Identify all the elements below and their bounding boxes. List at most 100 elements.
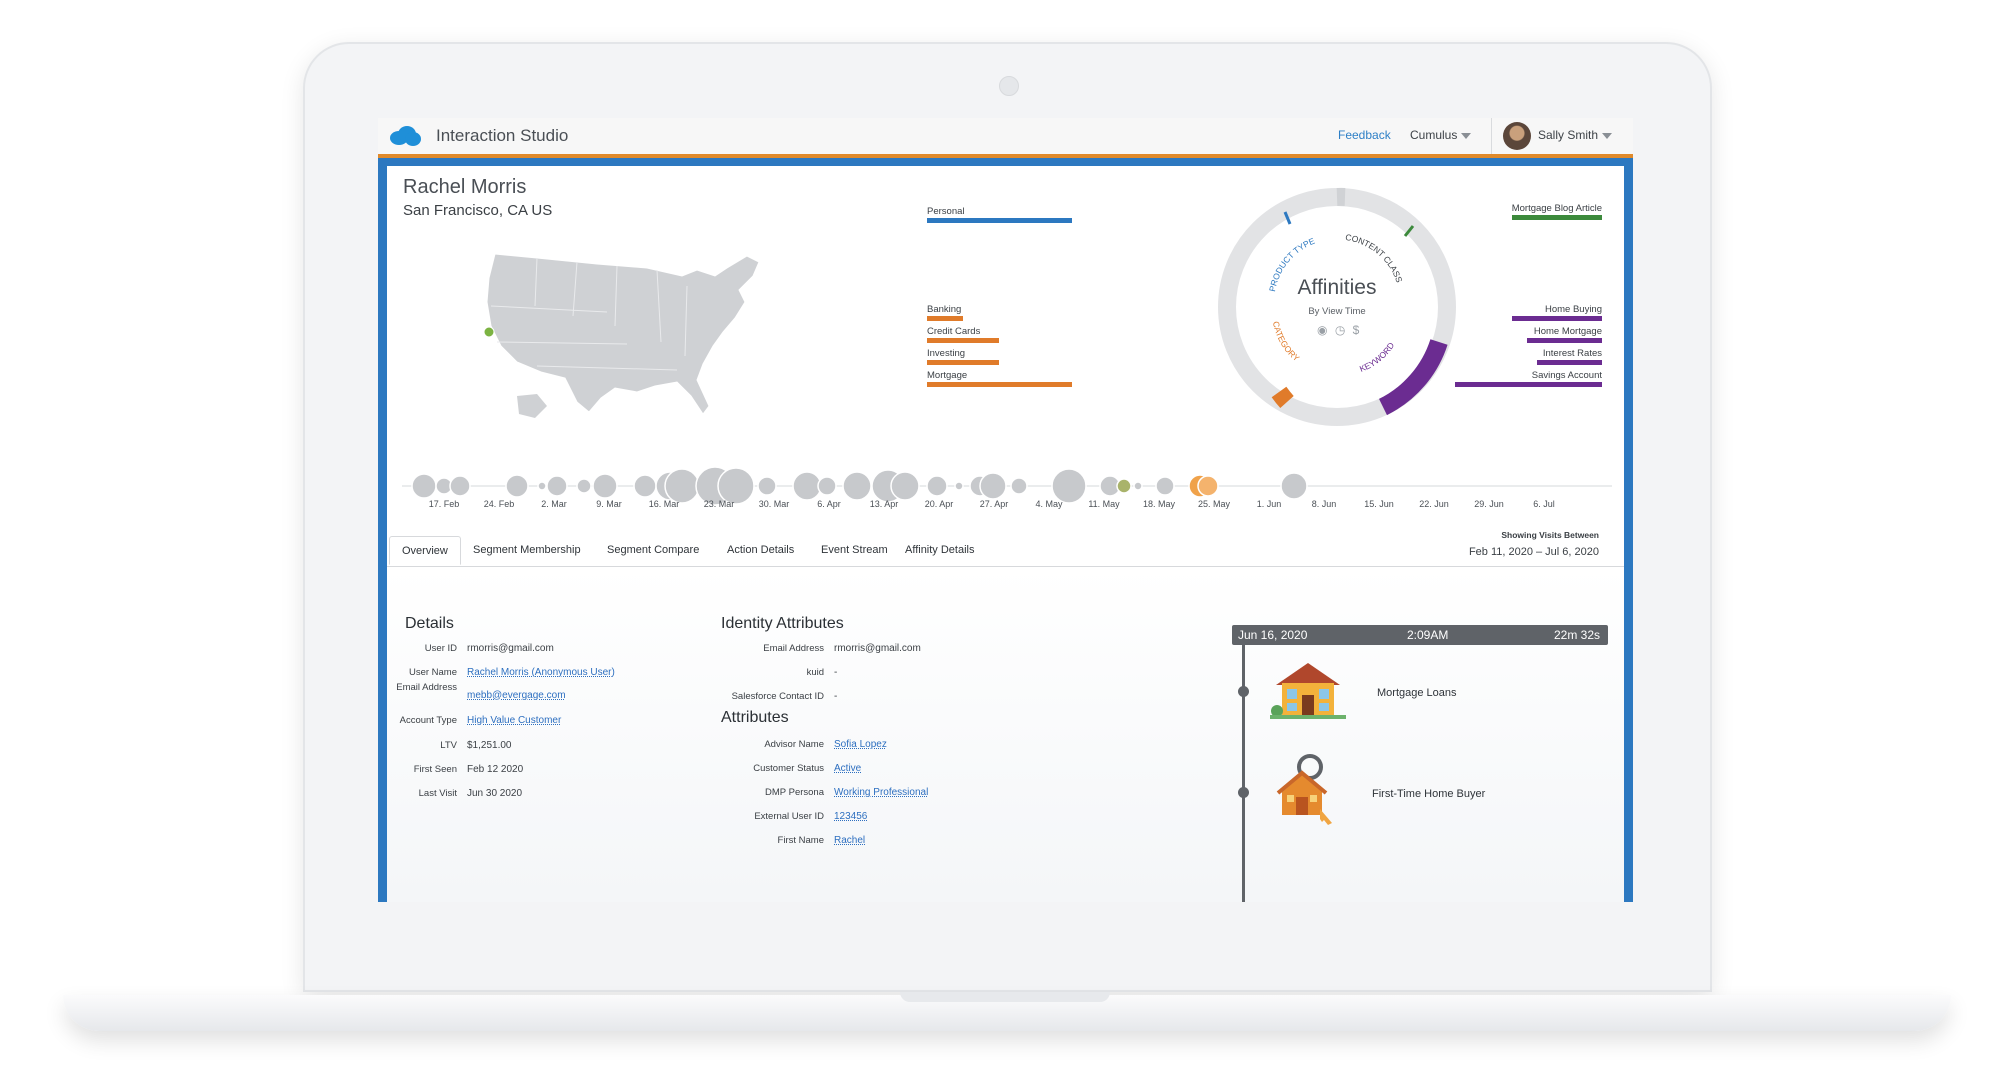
attribute-key: External User ID bbox=[754, 811, 824, 822]
date-range-label: Showing Visits Between bbox=[1501, 530, 1599, 540]
visit-bubble[interactable] bbox=[890, 471, 920, 501]
session-header[interactable]: Jun 16, 2020 2:09AM 22m 32s bbox=[1232, 625, 1608, 645]
affinity-label-home-mortgage: Home Mortgage bbox=[1533, 326, 1602, 337]
avatar[interactable] bbox=[1503, 122, 1531, 150]
attribute-link[interactable]: 123456 bbox=[834, 811, 868, 822]
visit-bubble[interactable] bbox=[926, 475, 948, 497]
visit-bubble[interactable] bbox=[1051, 468, 1087, 504]
us-map bbox=[483, 253, 760, 418]
identity-value: - bbox=[834, 691, 838, 702]
visit-bubble-selected[interactable] bbox=[1197, 475, 1219, 497]
org-label: Cumulus bbox=[1410, 128, 1458, 142]
chevron-down-icon bbox=[1602, 132, 1613, 139]
identity-attributes-title: Identity Attributes bbox=[721, 615, 844, 632]
date-range-value[interactable]: Feb 11, 2020 – Jul 6, 2020 bbox=[1468, 546, 1599, 558]
visit-bubble[interactable] bbox=[664, 468, 700, 504]
visit-bubble[interactable] bbox=[979, 472, 1007, 500]
detail-value: Feb 12 2020 bbox=[467, 764, 524, 775]
timeline-tick-label: 4. May bbox=[1035, 499, 1063, 509]
visit-bubble[interactable] bbox=[817, 476, 837, 496]
laptop-base-notch bbox=[900, 992, 1110, 1002]
session-event-dot bbox=[1238, 686, 1249, 697]
cloud-logo-icon bbox=[390, 126, 421, 146]
visit-bubble[interactable] bbox=[842, 471, 872, 501]
detail-link[interactable]: High Value Customer bbox=[467, 715, 562, 726]
affinity-bar-home-mortgage bbox=[1527, 338, 1602, 343]
org-dropdown[interactable]: Cumulus bbox=[1410, 128, 1472, 142]
affinity-label-mortgage: Mortgage bbox=[927, 370, 968, 381]
profile-location: San Francisco, CA US bbox=[403, 202, 553, 219]
tab-event-stream[interactable]: Event Stream bbox=[821, 544, 888, 556]
timeline-tick-label: 16. Mar bbox=[648, 499, 680, 509]
eye-icon[interactable]: ◉ bbox=[1317, 323, 1328, 337]
affinities-title: Affinities bbox=[1297, 276, 1377, 299]
visit-bubble[interactable] bbox=[757, 476, 777, 496]
house-icon bbox=[1270, 663, 1346, 719]
overview-content: Details User ID rmorris@gmail.com User N… bbox=[387, 567, 1624, 902]
attribute-key: DMP Persona bbox=[765, 787, 824, 798]
affinity-metric-toggles: ◉ ◷ $ bbox=[1317, 323, 1360, 343]
visit-bubble[interactable] bbox=[1133, 481, 1143, 491]
affinity-bar-credit-cards bbox=[927, 338, 999, 343]
user-menu-dropdown[interactable]: Sally Smith bbox=[1538, 128, 1613, 142]
affinity-segment-category bbox=[1271, 386, 1294, 409]
visit-bubble[interactable] bbox=[792, 471, 822, 501]
attribute-link[interactable]: Active bbox=[834, 763, 862, 774]
attribute-link[interactable]: Rachel bbox=[834, 835, 866, 846]
attribute-key: Customer Status bbox=[753, 763, 824, 774]
visit-bubble[interactable] bbox=[537, 481, 547, 491]
tab-segment-membership[interactable]: Segment Membership bbox=[473, 544, 581, 556]
visit-bubble[interactable] bbox=[576, 478, 592, 494]
detail-link[interactable]: Rachel Morris (Anonymous User) bbox=[467, 667, 615, 678]
visit-bubble[interactable] bbox=[546, 475, 568, 497]
topbar-divider bbox=[1491, 118, 1492, 154]
app-screen: Interaction Studio Feedback Cumulus Sall… bbox=[378, 118, 1633, 902]
detail-key: Email Address bbox=[396, 682, 457, 693]
affinity-label-home-buying: Home Buying bbox=[1544, 304, 1602, 315]
tab-affinity-details[interactable]: Affinity Details bbox=[905, 544, 975, 556]
session-time: 2:09AM bbox=[1407, 628, 1449, 642]
visit-bubble[interactable] bbox=[717, 467, 755, 505]
attribute-link[interactable]: Working Professional bbox=[834, 787, 929, 798]
ring-label-keyword: KEYWORD bbox=[1358, 340, 1396, 374]
attribute-link[interactable]: Sofia Lopez bbox=[834, 739, 887, 750]
profile-name: Rachel Morris bbox=[403, 176, 527, 198]
affinity-label-savings-account: Savings Account bbox=[1531, 370, 1602, 381]
timeline-tick-label: 23. Mar bbox=[703, 499, 735, 509]
visit-bubble-highlight[interactable] bbox=[1116, 478, 1132, 494]
dollar-icon[interactable]: $ bbox=[1352, 323, 1360, 337]
timeline-tick-label: 13. Apr bbox=[869, 499, 899, 509]
clock-icon[interactable]: ◷ bbox=[1334, 323, 1346, 337]
feedback-link[interactable]: Feedback bbox=[1338, 128, 1391, 142]
affinity-bar-investing bbox=[927, 360, 999, 365]
chevron-down-icon bbox=[1461, 132, 1472, 139]
tab-overview[interactable]: Overview bbox=[389, 536, 461, 565]
affinity-bar-interest-rates bbox=[1537, 360, 1602, 365]
app-title: Interaction Studio bbox=[436, 126, 569, 145]
visit-bubble[interactable] bbox=[1280, 472, 1308, 500]
timeline-tick-label: 11. May bbox=[1088, 499, 1120, 509]
timeline-tick-label: 18. May bbox=[1142, 499, 1176, 509]
visit-bubble[interactable] bbox=[1010, 477, 1028, 495]
attributes-title: Attributes bbox=[721, 709, 789, 726]
timeline-tick-label: 25. May bbox=[1197, 499, 1231, 509]
visit-bubble[interactable] bbox=[449, 475, 471, 497]
session-item-label[interactable]: Mortgage Loans bbox=[1377, 687, 1457, 699]
identity-value: rmorris@gmail.com bbox=[834, 643, 921, 654]
visit-bubble[interactable] bbox=[633, 474, 657, 498]
detail-link[interactable]: mebb@evergage.com bbox=[467, 690, 566, 701]
visit-bubble[interactable] bbox=[411, 473, 437, 499]
session-item-label[interactable]: First-Time Home Buyer bbox=[1372, 788, 1486, 800]
tab-action-details[interactable]: Action Details bbox=[727, 544, 795, 556]
tab-segment-compare[interactable]: Segment Compare bbox=[607, 544, 700, 556]
visit-bubble[interactable] bbox=[1155, 476, 1175, 496]
detail-key: User ID bbox=[424, 643, 457, 654]
visit-bubble[interactable] bbox=[505, 474, 529, 498]
visit-bubble[interactable] bbox=[954, 481, 964, 491]
affinity-ring: PRODUCT TYPE CONTENT CLASS CATEGORY KEYW… bbox=[1218, 187, 1456, 426]
details-title: Details bbox=[405, 615, 454, 632]
visit-bubble[interactable] bbox=[592, 473, 618, 499]
timeline-tick-label: 15. Jun bbox=[1364, 499, 1394, 509]
affinity-label-banking: Banking bbox=[927, 304, 962, 315]
affinity-bar-mortgage-blog bbox=[1512, 215, 1602, 220]
